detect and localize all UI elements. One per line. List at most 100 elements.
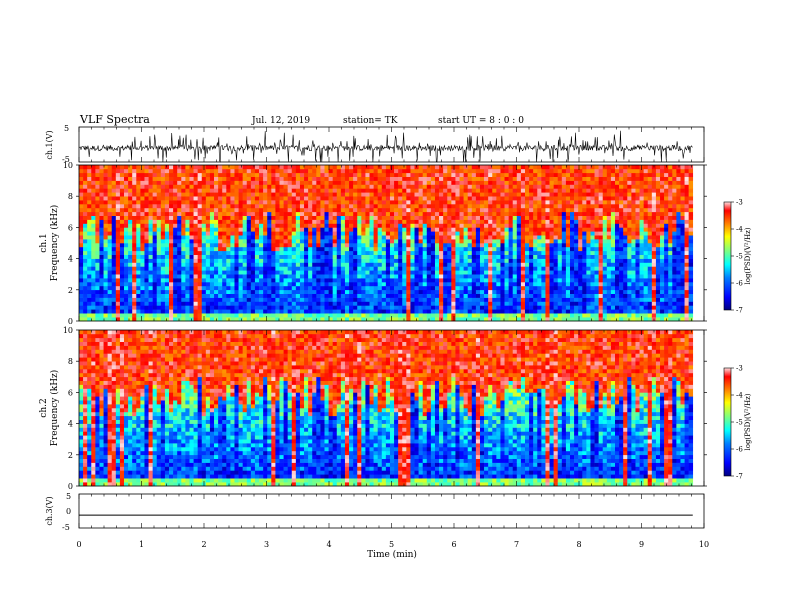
spectrogram-cell: [246, 200, 252, 205]
spectrogram-cell: [492, 297, 497, 302]
spectrogram-cell: [422, 270, 428, 275]
spectrogram-cell: [488, 270, 493, 275]
spectrogram-cell: [394, 246, 399, 252]
spectrogram-cell: [95, 168, 100, 174]
spectrogram-cell: [132, 317, 137, 322]
spectrogram-cell: [488, 250, 493, 255]
spectrogram-cell: [181, 211, 186, 216]
spectrogram-cell: [537, 266, 542, 271]
spectrogram-cell: [373, 176, 378, 181]
spectrogram-cell: [312, 258, 317, 263]
spectrogram-cell: [218, 270, 223, 275]
spectrogram-cell: [87, 266, 92, 271]
spectrogram-cell: [471, 254, 477, 259]
spectrogram-cell: [185, 254, 190, 259]
spectrogram-cell: [516, 184, 522, 189]
spectrogram-cell: [107, 297, 113, 302]
spectrogram-cell: [197, 215, 203, 220]
spectrogram-cell: [561, 215, 567, 220]
spectrogram-cell: [177, 282, 182, 287]
spectrogram-cell: [254, 282, 260, 287]
spectrogram-cell: [439, 235, 444, 240]
spectrogram-cell: [283, 215, 288, 220]
spectrogram-cell: [488, 235, 493, 240]
spectrogram-cell: [160, 168, 166, 174]
spectrogram-cell: [479, 204, 485, 209]
spectrogram-cell: [263, 278, 268, 283]
spectrogram-cell: [385, 235, 391, 240]
spectrogram-cell: [451, 204, 456, 209]
spectrogram-cell: [132, 180, 137, 185]
spectrogram-cell: [193, 231, 198, 236]
spectrogram-cell: [177, 254, 182, 259]
spectrogram-cell: [586, 285, 591, 291]
spectrogram-cell: [459, 313, 464, 318]
spectrogram-cell: [164, 168, 170, 174]
spectrogram-cell: [418, 239, 423, 244]
spectrogram-cell: [79, 176, 84, 181]
spectrogram-cell: [214, 227, 219, 232]
spectrogram-cell: [91, 204, 96, 209]
spectrogram-cell: [189, 309, 194, 314]
spectrogram-cell: [471, 274, 477, 279]
spectrogram-cell: [570, 317, 575, 322]
spectrogram-cell: [369, 297, 374, 302]
spectrogram-cell: [434, 231, 440, 236]
spectrogram-cell: [226, 297, 231, 302]
spectrogram-cell: [304, 274, 309, 279]
spectrogram-cell: [99, 165, 104, 170]
spectrogram-cell: [128, 301, 133, 306]
spectrogram-cell: [479, 301, 485, 306]
spectrogram-cell: [238, 165, 243, 170]
spectrogram-cell: [148, 317, 153, 322]
spectrogram-cell: [512, 235, 518, 240]
spectrogram-cell: [389, 270, 395, 275]
spectrogram-cell: [406, 172, 411, 177]
spectrogram-cell: [545, 262, 550, 267]
spectrogram-cell: [83, 168, 88, 174]
spectrogram-cell: [304, 172, 309, 177]
spectrogram-cell: [87, 227, 92, 232]
spectrogram-cell: [263, 258, 268, 263]
spectrogram-cell: [524, 297, 530, 302]
spectrogram-cell: [434, 239, 440, 244]
spectrogram-cell: [242, 227, 248, 232]
spectrogram-cell: [144, 278, 149, 283]
spectrogram-cell: [541, 223, 546, 228]
spectrogram-cell: [410, 176, 415, 181]
spectrogram-cell: [234, 223, 239, 228]
spectrogram-cell: [304, 223, 309, 228]
spectrogram-cell: [324, 309, 329, 314]
spectrogram-cell: [111, 172, 117, 177]
spectrogram-cell: [389, 223, 395, 228]
spectrogram-cell: [578, 313, 583, 318]
spectrogram-cell: [83, 289, 88, 294]
spectrogram-cell: [418, 168, 423, 174]
spectrogram-cell: [259, 305, 264, 310]
spectrogram-cell: [209, 176, 215, 181]
spectrogram-cell: [533, 266, 538, 271]
spectrogram-cell: [128, 250, 133, 255]
spectrogram-cell: [316, 297, 321, 302]
spectrogram-cell: [111, 188, 117, 193]
spectrogram-cell: [459, 219, 464, 224]
spectrogram-cell: [115, 297, 121, 302]
spectrogram-cell: [115, 301, 121, 306]
spectrogram-cell: [295, 305, 301, 310]
spectrogram-cell: [353, 165, 358, 170]
spectrogram-cell: [271, 293, 276, 298]
spectrogram-cell: [271, 285, 276, 291]
spectrogram-cell: [209, 168, 215, 174]
spectrogram-cell: [164, 243, 170, 248]
spectrogram-cell: [430, 215, 436, 220]
spectrogram-cell: [570, 211, 575, 216]
spectrogram-cell: [124, 274, 129, 279]
spectrogram-cell: [484, 223, 489, 228]
spectrogram-cell: [308, 239, 313, 244]
spectrogram-cell: [169, 309, 174, 314]
spectrogram-cell: [516, 317, 522, 322]
spectrogram-cell: [209, 192, 215, 197]
spectrogram-cell: [439, 254, 444, 259]
spectrogram-cell: [463, 192, 469, 197]
spectrogram-cell: [336, 176, 342, 181]
